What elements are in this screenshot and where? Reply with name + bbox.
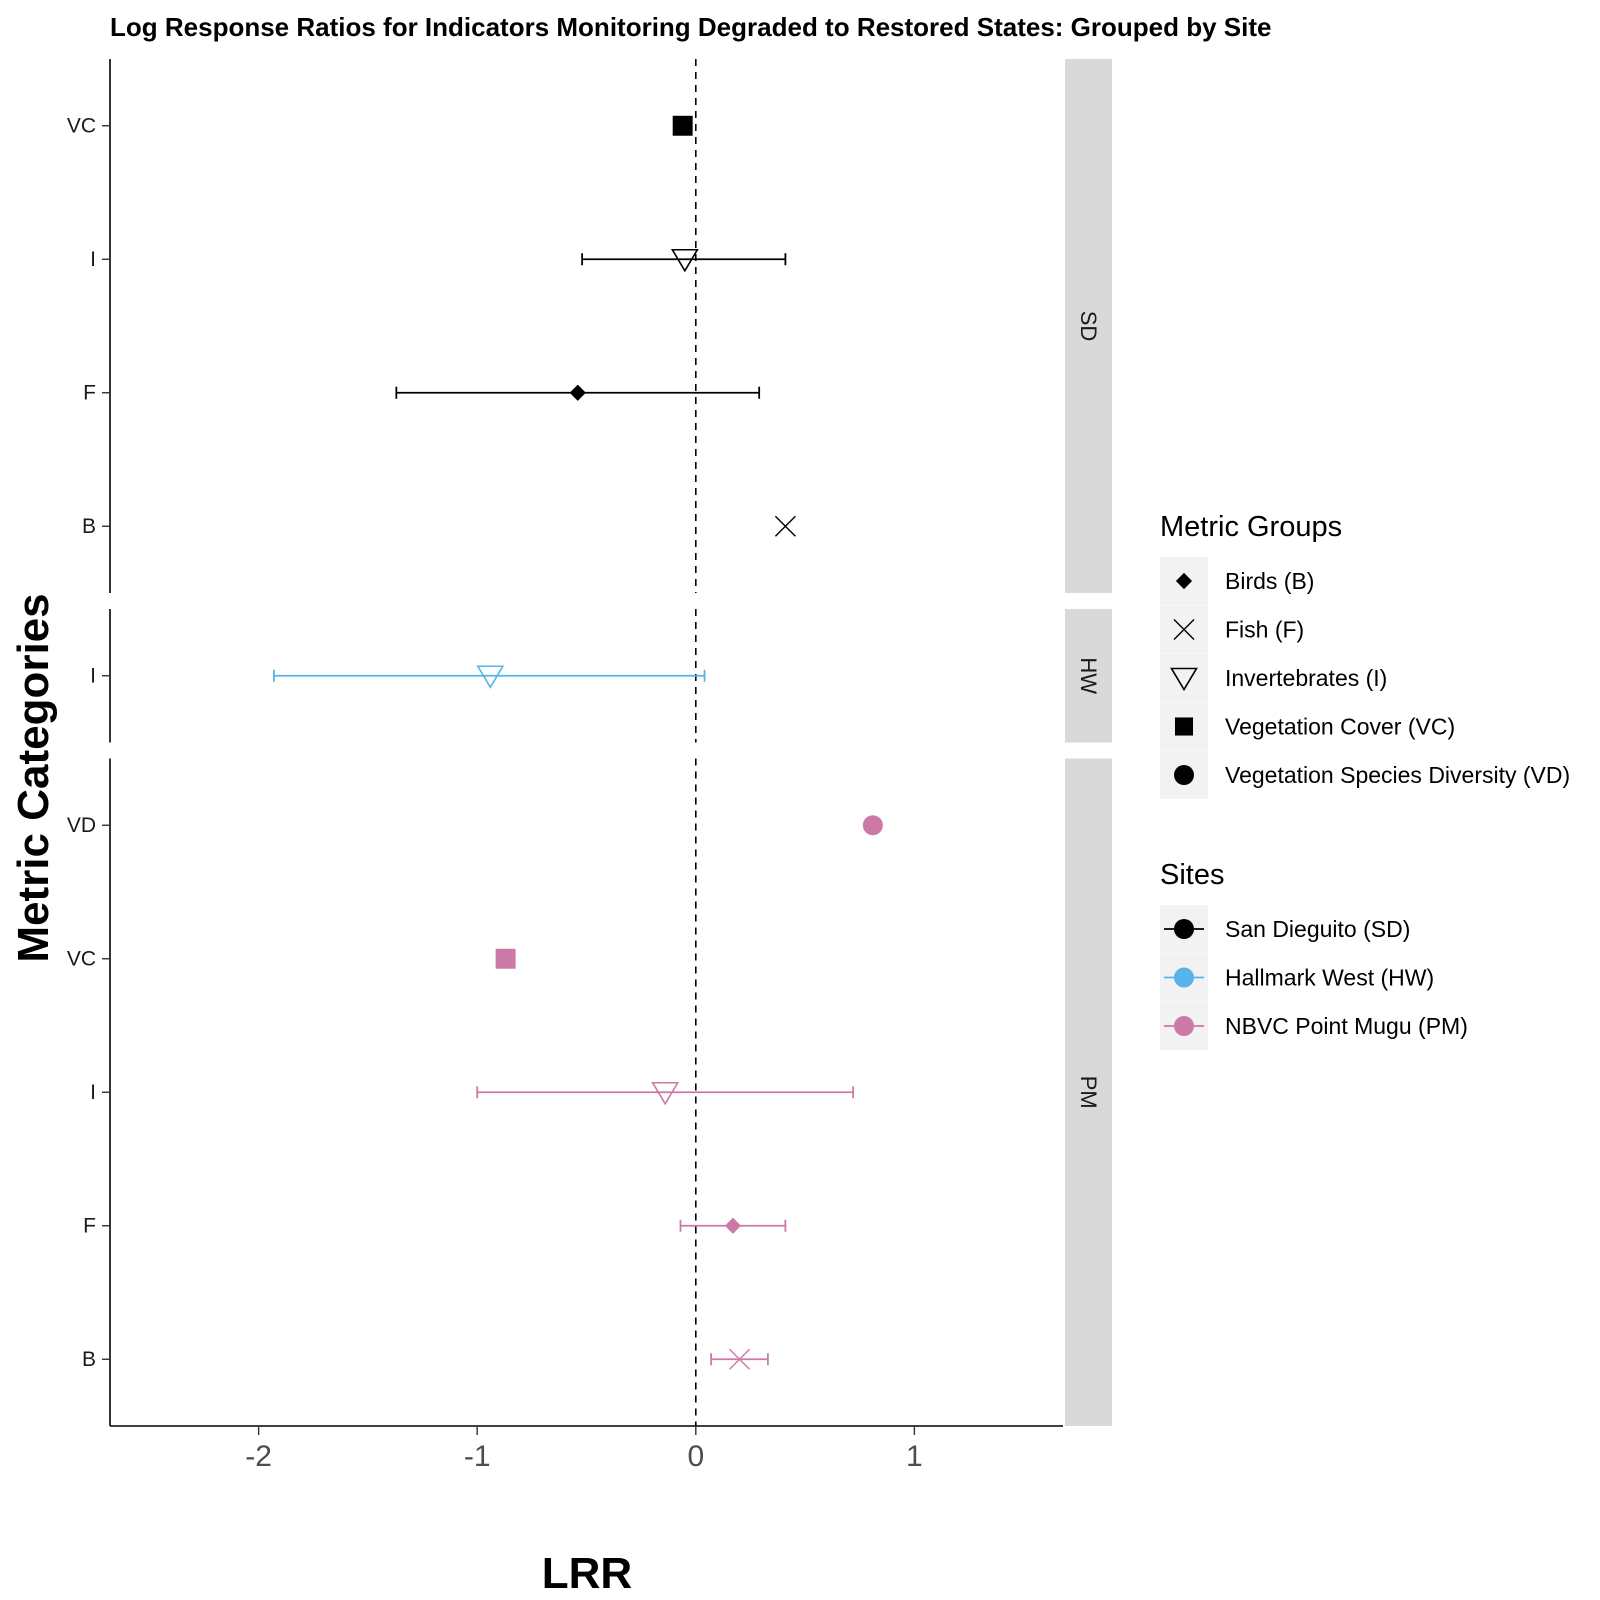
facet-panels: SD VC I F B HW I PM VD VC I F B xyxy=(67,59,1112,1426)
data-point-pm-b xyxy=(710,1348,769,1370)
y-tick-label: VC xyxy=(67,947,96,970)
y-tick-label: I xyxy=(90,1081,96,1104)
x-axis-title: LRR xyxy=(542,1549,632,1598)
legend-item-label: Hallmark West (HW) xyxy=(1225,965,1434,991)
data-point-pm-vd xyxy=(862,815,883,836)
y-axis-title: Metric Categories xyxy=(9,593,58,962)
marker-square xyxy=(495,948,516,969)
facet-strip-label: SD xyxy=(1076,311,1101,342)
x-tick-label: -1 xyxy=(464,1440,491,1473)
legend-marker-triangle-down xyxy=(1170,667,1198,692)
x-tick-label: 1 xyxy=(906,1440,923,1473)
legend-site-sd: San Dieguito (SD) xyxy=(1160,905,1410,953)
x-tick-label: 0 xyxy=(687,1440,704,1473)
marker-square xyxy=(672,115,693,136)
x-tick-label: -2 xyxy=(245,1440,272,1473)
legend-site-hw: Hallmark West (HW) xyxy=(1160,953,1434,1002)
y-tick-label: B xyxy=(82,1348,96,1371)
facet-strip-hw xyxy=(1065,609,1112,743)
legend-sites-title: Sites xyxy=(1160,859,1224,891)
legend-marker-square xyxy=(1174,717,1194,736)
legend-item-i: Invertebrates (I) xyxy=(1160,654,1387,702)
legend-item-label: Vegetation Cover (VC) xyxy=(1225,714,1455,740)
legend-item-label: San Dieguito (SD) xyxy=(1225,916,1410,942)
marker-triangle-down xyxy=(651,1081,680,1106)
chart-title: Log Response Ratios for Indicators Monit… xyxy=(110,12,1271,42)
facet-strip-label: HW xyxy=(1076,657,1101,694)
legend-marker-diamond xyxy=(1175,572,1193,590)
facet-hw: HW I xyxy=(90,609,1112,743)
legend-item-label: Vegetation Species Diversity (VD) xyxy=(1225,762,1570,788)
legend-sites: Sites San Dieguito (SD) Hallmark West (HW… xyxy=(1160,859,1468,1050)
legend-item-label: NBVC Point Mugu (PM) xyxy=(1225,1013,1468,1039)
legend-item-label: Invertebrates (I) xyxy=(1225,665,1387,691)
facet-strip-label: PM xyxy=(1076,1076,1101,1109)
legend-item-label: Fish (F) xyxy=(1225,617,1304,643)
legend-marker-cross xyxy=(1173,619,1195,640)
data-point-sd-b xyxy=(774,515,796,537)
marker-cross xyxy=(774,515,796,537)
legend-marker-circle xyxy=(1174,765,1194,785)
data-point-sd-vc xyxy=(672,115,693,136)
facet-strip-pm xyxy=(1065,758,1112,1426)
marker-diamond xyxy=(724,1217,742,1234)
y-tick-label: F xyxy=(83,1214,96,1237)
marker-triangle-down xyxy=(476,665,505,689)
y-tick-label: VD xyxy=(67,814,96,837)
y-tick-label: VC xyxy=(67,114,96,137)
legend-item-vd: Vegetation Species Diversity (VD) xyxy=(1160,751,1570,799)
facet-strip-sd xyxy=(1065,59,1112,593)
legend-item-vc: Vegetation Cover (VC) xyxy=(1160,702,1455,751)
data-point-pm-i xyxy=(476,1081,855,1106)
data-point-sd-i xyxy=(581,248,787,273)
legend-item-f: Fish (F) xyxy=(1160,605,1304,654)
data-point-pm-f xyxy=(679,1217,787,1234)
marker-diamond xyxy=(569,384,586,401)
legend-marker-circle xyxy=(1174,1016,1194,1036)
y-tick-label: F xyxy=(83,381,96,404)
data-point-hw-i xyxy=(273,665,706,689)
y-tick-label: I xyxy=(90,664,96,687)
legend-metric-groups-title: Metric Groups xyxy=(1160,511,1342,543)
x-axis: -2 -1 0 1 xyxy=(110,1425,1063,1473)
data-point-pm-vc xyxy=(495,948,516,969)
legend-marker-circle xyxy=(1174,967,1194,988)
facet-pm: PM VD VC I F B xyxy=(67,758,1112,1426)
legend-item-b: Birds (B) xyxy=(1160,557,1314,605)
legend-site-pm: NBVC Point Mugu (PM) xyxy=(1160,1002,1468,1050)
marker-cross xyxy=(729,1348,750,1370)
legend-metric-groups: Metric Groups Birds (B) Fish (F) Invertebr… xyxy=(1160,511,1570,799)
data-point-sd-f xyxy=(395,384,761,401)
legend-key-background xyxy=(1160,654,1208,702)
marker-triangle-down xyxy=(670,248,699,273)
y-tick-label: B xyxy=(82,515,96,538)
facet-sd: SD VC I F B xyxy=(67,59,1112,593)
legend-item-label: Birds (B) xyxy=(1225,568,1314,594)
y-tick-label: I xyxy=(90,248,96,271)
legend-marker-circle xyxy=(1174,919,1194,939)
marker-circle xyxy=(862,815,883,836)
